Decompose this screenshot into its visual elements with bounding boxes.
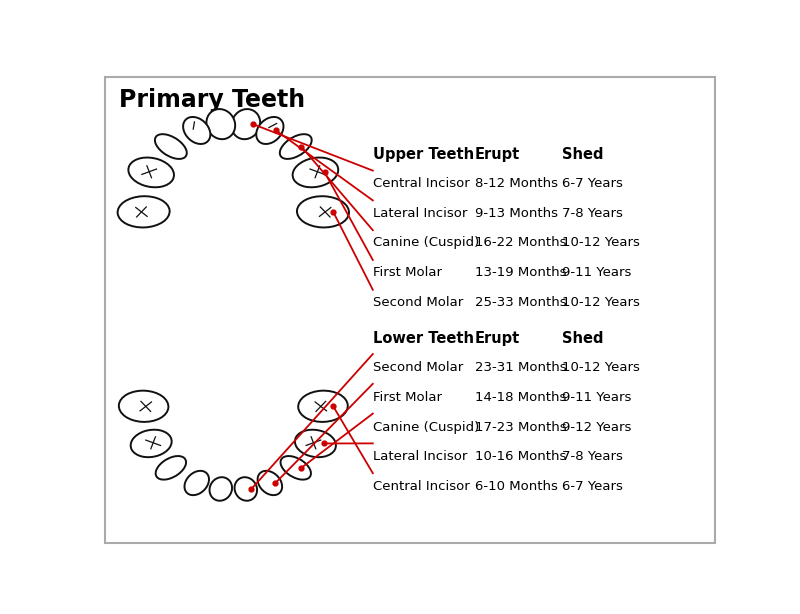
Ellipse shape <box>206 109 235 139</box>
Text: Second Molar: Second Molar <box>373 296 463 309</box>
Ellipse shape <box>234 477 257 501</box>
Text: First Molar: First Molar <box>373 391 442 404</box>
Text: Primary Teeth: Primary Teeth <box>118 88 305 112</box>
Text: Canine (Cuspid): Canine (Cuspid) <box>373 421 479 433</box>
Text: Upper Teeth: Upper Teeth <box>373 147 474 162</box>
Text: 16-22 Months: 16-22 Months <box>475 236 566 249</box>
Ellipse shape <box>118 196 170 227</box>
Ellipse shape <box>128 158 174 187</box>
Ellipse shape <box>155 134 186 159</box>
Text: Lateral Incisor: Lateral Incisor <box>373 451 467 464</box>
Text: 8-12 Months: 8-12 Months <box>475 177 558 190</box>
Text: 13-19 Months: 13-19 Months <box>475 266 566 279</box>
Text: 6-7 Years: 6-7 Years <box>562 177 622 190</box>
Ellipse shape <box>130 430 172 457</box>
Ellipse shape <box>256 117 283 144</box>
Text: 10-12 Years: 10-12 Years <box>562 296 640 309</box>
Ellipse shape <box>183 117 210 144</box>
Text: 6-7 Years: 6-7 Years <box>562 480 622 493</box>
Text: 9-13 Months: 9-13 Months <box>475 206 558 220</box>
Text: Central Incisor: Central Incisor <box>373 480 470 493</box>
Text: 7-8 Years: 7-8 Years <box>562 451 622 464</box>
Ellipse shape <box>280 134 312 159</box>
Ellipse shape <box>210 477 232 501</box>
Text: Canine (Cuspid): Canine (Cuspid) <box>373 236 479 249</box>
Text: Shed: Shed <box>562 147 603 162</box>
Text: 23-31 Months: 23-31 Months <box>475 361 566 374</box>
Ellipse shape <box>297 196 349 227</box>
Text: Central Incisor: Central Incisor <box>373 177 470 190</box>
Text: 14-18 Months: 14-18 Months <box>475 391 566 404</box>
Ellipse shape <box>281 456 311 480</box>
Ellipse shape <box>231 109 260 139</box>
Text: 10-12 Years: 10-12 Years <box>562 361 640 374</box>
Text: Second Molar: Second Molar <box>373 361 463 374</box>
Text: 6-10 Months: 6-10 Months <box>475 480 558 493</box>
Text: 25-33 Months: 25-33 Months <box>475 296 566 309</box>
Text: Erupt: Erupt <box>475 147 520 162</box>
Ellipse shape <box>295 430 336 457</box>
Ellipse shape <box>119 391 168 422</box>
Text: Shed: Shed <box>562 332 603 346</box>
Text: First Molar: First Molar <box>373 266 442 279</box>
Text: 10-12 Years: 10-12 Years <box>562 236 640 249</box>
Ellipse shape <box>185 471 209 495</box>
Ellipse shape <box>293 158 338 187</box>
Text: 17-23 Months: 17-23 Months <box>475 421 566 433</box>
Text: Lower Teeth: Lower Teeth <box>373 332 474 346</box>
Text: 10-16 Months: 10-16 Months <box>475 451 566 464</box>
Text: Lateral Incisor: Lateral Incisor <box>373 206 467 220</box>
Text: Erupt: Erupt <box>475 332 520 346</box>
Text: 9-12 Years: 9-12 Years <box>562 421 631 433</box>
Text: 9-11 Years: 9-11 Years <box>562 391 631 404</box>
Text: 7-8 Years: 7-8 Years <box>562 206 622 220</box>
Ellipse shape <box>298 391 348 422</box>
Ellipse shape <box>258 471 282 495</box>
Text: 9-11 Years: 9-11 Years <box>562 266 631 279</box>
Ellipse shape <box>156 456 186 480</box>
